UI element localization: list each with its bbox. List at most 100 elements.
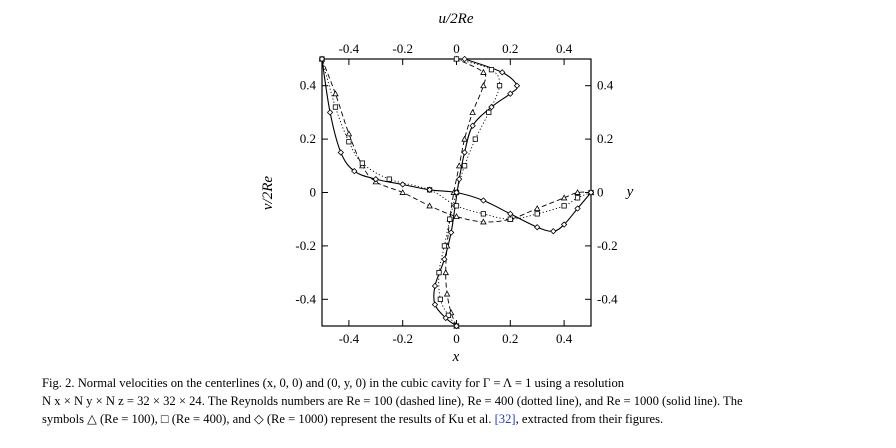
v-profile-diamond-marker-6 — [426, 186, 433, 193]
v-profile-square-marker-3 — [359, 160, 365, 166]
v-profile-square-marker-7 — [480, 211, 487, 217]
caption-line-1: Fig. 2. Normal velocities on the centerl… — [42, 376, 625, 390]
v-profile-diamond-marker-14 — [587, 189, 595, 196]
u-profile-diamond-marker-2 — [431, 301, 439, 308]
v-profile-triangle-marker-10 — [533, 205, 541, 212]
u-profile-square-marker-11 — [488, 67, 495, 73]
right-tick-label-1: 0.2 — [597, 131, 613, 146]
bottom-tick-label-1: -0.2 — [392, 331, 413, 346]
v-profile-triangle-marker-6 — [426, 202, 433, 209]
u-profile-square-marker-8 — [472, 136, 478, 142]
top-tick-label-3: 0.2 — [502, 41, 518, 56]
caption-line-2: N x × N y × N z = 32 × 32 × 24. The Reyn… — [42, 394, 743, 408]
caption-line-3: symbols △ (Re = 100), □ (Re = 400), and … — [42, 410, 854, 428]
bottom-tick-label-2: 0 — [453, 331, 460, 346]
u-profile-triangle-marker-7 — [455, 162, 463, 169]
right-tick-labels: 0.4 0.2 0 -0.2 -0.4 — [597, 78, 618, 307]
v-profile-square-marker-10 — [561, 203, 567, 209]
u-profile-square-marker-5 — [447, 216, 453, 222]
v-profile-diamond-marker-10 — [534, 224, 541, 231]
v-profile-diamond-marker-11 — [550, 228, 557, 235]
u-profile-triangle-marker-2 — [443, 290, 451, 297]
u-profile-diamond-marker-10 — [488, 103, 495, 111]
left-tick-label-4: -0.4 — [295, 291, 316, 306]
v-profile-square-marker-11 — [574, 195, 581, 201]
u-profile-diamond-marker-0 — [453, 322, 460, 330]
v-profile-diamond-marker-12 — [560, 221, 568, 228]
v-profile-diamond-marker-13 — [574, 205, 581, 212]
top-tick-label-0: -0.4 — [339, 41, 360, 56]
v-profile-diamond-marker-3 — [351, 167, 358, 175]
u-profile-triangle-marker-10 — [480, 82, 487, 89]
left-tick-label-3: -0.2 — [295, 238, 316, 253]
right-axis-title: y — [625, 184, 634, 200]
left-tick-labels: 0.4 0.2 0 -0.2 -0.4 — [295, 78, 316, 307]
u-profile-curve-dotted — [438, 58, 501, 327]
u-profile-diamond-marker-13 — [499, 69, 506, 76]
right-tick-label-3: -0.2 — [597, 238, 618, 253]
u-profile-square-marker-2 — [437, 296, 443, 302]
top-tick-label-4: 0.4 — [556, 41, 573, 56]
bottom-axis-title: x — [452, 349, 460, 365]
u-profile-square-marker-9 — [486, 109, 492, 116]
v-profile-diamond-marker-7 — [453, 189, 460, 196]
v-profile-diamond-marker-5 — [399, 181, 406, 188]
v-profile-square-marker-1 — [332, 104, 339, 110]
v-profile-square-marker-9 — [534, 211, 540, 217]
u-profile-triangle-marker-9 — [469, 108, 476, 115]
right-tick-label-4: -0.4 — [597, 291, 618, 306]
v-profile-triangle-marker-1 — [332, 90, 339, 97]
v-profile-diamond-marker-8 — [480, 197, 487, 204]
v-profile-square-marker-8 — [507, 216, 513, 222]
u-profile-triangle-marker-8 — [461, 135, 468, 142]
v-profile-triangle-marker-5 — [399, 189, 406, 195]
v-profile-square-marker-4 — [386, 176, 392, 182]
left-tick-label-2: 0 — [310, 185, 317, 200]
v-profile-diamond-marker-4 — [372, 175, 379, 183]
u-profile-curve-dashed — [445, 58, 487, 327]
v-profile-triangle-marker-7 — [453, 213, 460, 220]
u-profile-diamond-marker-3 — [431, 282, 439, 290]
v-profile-diamond-marker-1 — [326, 109, 334, 116]
u-profile-square-marker-3 — [436, 269, 442, 276]
u-profile-diamond-marker-4 — [441, 256, 448, 263]
u-profile-triangle-marker-11 — [480, 68, 487, 75]
figure-plot: u/2Re x v/2Re y -0.4 -0.2 0 0.2 0.4 -0.4 -0.2… — [260, 11, 634, 365]
figure-caption: Fig. 2. Normal velocities on the centerl… — [42, 374, 854, 428]
bottom-tick-label-4: 0.4 — [556, 331, 573, 346]
reference-link[interactable]: [32] — [494, 412, 516, 426]
top-tick-label-2: 0 — [453, 41, 460, 56]
right-tick-label-0: 0.4 — [597, 78, 614, 93]
v-profile-triangle-marker-12 — [574, 189, 581, 195]
v-profile-diamond-marker-9 — [507, 210, 514, 218]
u-profile-diamond-marker-5 — [447, 229, 455, 236]
u-profile-square-marker-4 — [441, 243, 448, 249]
top-axis-title: u/2Re — [439, 11, 474, 27]
top-tick-labels: -0.4 -0.2 0 0.2 0.4 — [339, 41, 573, 56]
caption-line-3a: symbols △ (Re = 100), □ (Re = 400), and … — [42, 412, 492, 426]
u-profile-square-marker-12 — [453, 56, 460, 62]
u-profile-diamond-marker-7 — [456, 175, 463, 183]
v-profile-diamond-marker-2 — [337, 149, 344, 156]
v-profile-triangle-marker-11 — [560, 194, 568, 201]
v-profile-diamond-marker-0 — [318, 55, 326, 63]
u-profile-diamond-marker-1 — [442, 314, 449, 322]
right-tick-label-2: 0 — [597, 185, 604, 200]
u-profile-square-marker-10 — [496, 83, 503, 89]
left-tick-label-0: 0.4 — [300, 78, 317, 93]
left-axis-title: v/2Re — [260, 176, 276, 210]
u-profile-square-marker-7 — [461, 163, 468, 169]
u-profile-diamond-marker-11 — [507, 90, 514, 97]
left-tick-label-1: 0.2 — [300, 131, 316, 146]
bottom-tick-label-3: 0.2 — [502, 331, 518, 346]
v-profile-triangle-marker-8 — [480, 218, 487, 225]
u-profile-diamond-marker-14 — [461, 55, 468, 63]
bottom-tick-label-0: -0.4 — [339, 331, 360, 346]
markers-layer — [318, 55, 595, 330]
bottom-tick-labels: -0.4 -0.2 0 0.2 0.4 — [339, 331, 573, 346]
caption-line-3b: , extracted from their figures. — [515, 412, 664, 426]
u-profile-diamond-marker-9 — [469, 122, 476, 129]
v-profile-curve-dashed — [321, 58, 592, 223]
u-profile-diamond-marker-12 — [513, 82, 521, 89]
v-profile-triangle-marker-2 — [345, 130, 353, 137]
